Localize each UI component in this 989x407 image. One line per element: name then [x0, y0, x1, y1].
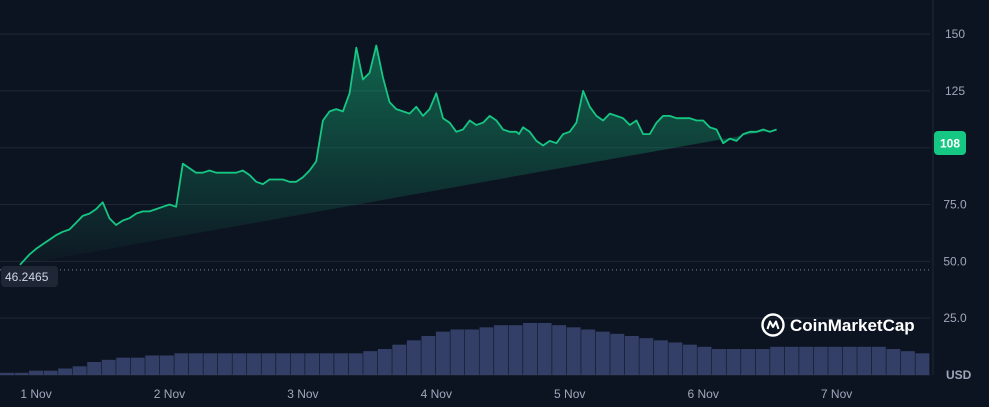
reference-price-value: 46.2465 [5, 270, 49, 284]
volume-bar [72, 366, 87, 375]
volume-bar [0, 372, 14, 375]
volume-bar [377, 349, 392, 375]
volume-bar [319, 353, 334, 375]
volume-bar [145, 355, 160, 375]
volume-bar [203, 353, 218, 375]
volume-bar [14, 372, 29, 375]
volume-bar [770, 346, 785, 375]
volume-bar [290, 353, 305, 375]
volume-bar [508, 325, 523, 375]
volume-bar [247, 353, 261, 375]
volume-bar [552, 325, 567, 375]
volume-bar [116, 357, 131, 375]
volume-bar [217, 353, 232, 375]
volume-bar [581, 329, 596, 375]
volume-bar [130, 357, 145, 375]
current-price-value: 108 [940, 137, 960, 151]
volume-bar [494, 325, 508, 375]
watermark-text: CoinMarketCap [790, 316, 915, 335]
x-tick-label: 2 Nov [154, 387, 185, 401]
volume-bar [261, 353, 276, 375]
price-line[interactable] [19, 44, 777, 266]
volume-bar [450, 329, 465, 375]
coinmarketcap-watermark: CoinMarketCap [761, 313, 915, 337]
volume-bar [465, 329, 479, 375]
volume-bar [799, 346, 814, 375]
y-tick-label: 25.0 [943, 311, 967, 325]
volume-bar [668, 342, 683, 375]
coinmarketcap-logo-icon [761, 313, 785, 337]
volume-bar [232, 353, 247, 375]
volume-bar [479, 327, 494, 375]
reference-price-badge: 46.2465 [1, 266, 58, 287]
volume-bar [682, 344, 697, 375]
current-price-badge: 108 [934, 131, 966, 155]
y-tick-label: 75.0 [943, 198, 967, 212]
volume-bar [828, 346, 843, 375]
volume-bar [726, 349, 741, 375]
x-tick-label: 3 Nov [287, 387, 318, 401]
volume-bar [363, 351, 378, 375]
volume-bar [348, 353, 363, 375]
volume-bar [435, 331, 450, 375]
volume-bar [87, 362, 102, 375]
volume-bars [0, 323, 930, 375]
volume-bar [174, 353, 189, 375]
volume-bar [784, 346, 799, 375]
price-area [20, 45, 777, 265]
y-axis: 25.050.075.0100125150 [943, 27, 967, 325]
volume-bar [624, 336, 639, 375]
volume-bar [537, 323, 552, 375]
volume-bar [159, 355, 174, 375]
volume-bar [653, 340, 668, 375]
volume-bar [305, 353, 320, 375]
volume-bar [523, 323, 538, 375]
volume-bar [392, 344, 407, 375]
y-tick-label: 125 [945, 84, 965, 98]
x-tick-label: 1 Nov [20, 387, 51, 401]
volume-bar [712, 349, 726, 375]
volume-bar [334, 353, 349, 375]
volume-bar [188, 353, 203, 375]
volume-bar [101, 359, 116, 375]
volume-bar [639, 338, 654, 375]
x-axis: 1 Nov 2 Nov 3 Nov 4 Nov 5 Nov 6 Nov 7 Nov [20, 387, 852, 401]
volume-bar [813, 346, 828, 375]
volume-bar [43, 370, 58, 375]
volume-bar [29, 370, 43, 375]
volume-bar [900, 351, 915, 375]
volume-bar [871, 346, 886, 375]
volume-bar [276, 353, 291, 375]
x-tick-label: 4 Nov [421, 387, 452, 401]
volume-bar [697, 346, 712, 375]
price-series-line[interactable] [19, 44, 777, 266]
volume-bar [741, 349, 756, 375]
volume-bar [595, 331, 610, 375]
currency-unit-label: USD [946, 368, 972, 382]
x-tick-label: 5 Nov [554, 387, 585, 401]
reference-price-badge-bg [1, 266, 58, 287]
price-area-fill [20, 45, 777, 265]
current-price-badge-bg [934, 131, 966, 155]
volume-bar [566, 327, 581, 375]
volume-bar [842, 346, 857, 375]
volume-bar [857, 346, 872, 375]
volume-bar [610, 333, 625, 375]
volume-bar [406, 340, 421, 375]
volume-bar [421, 336, 436, 375]
y-tick-label: 50.0 [943, 254, 967, 268]
volume-bar [755, 349, 770, 375]
volume-bar [915, 353, 930, 375]
x-tick-label: 6 Nov [687, 387, 718, 401]
y-tick-label: 150 [945, 27, 965, 41]
x-tick-label: 7 Nov [821, 387, 852, 401]
volume-bar [58, 368, 73, 375]
volume-bar [886, 349, 901, 375]
